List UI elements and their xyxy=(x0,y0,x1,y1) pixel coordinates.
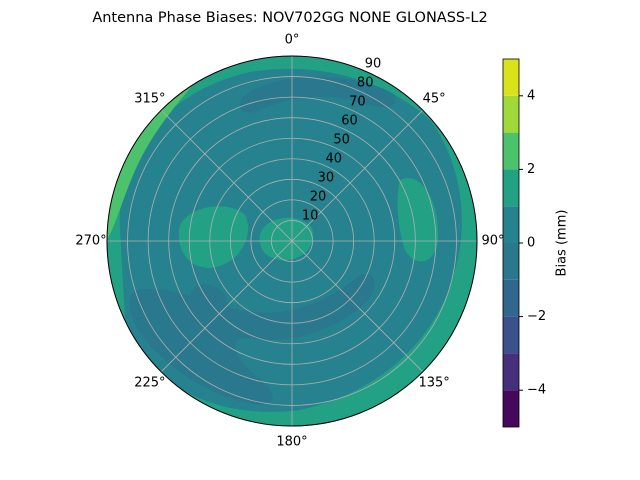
angular-tick-label: 270° xyxy=(75,234,106,249)
polar-frame xyxy=(106,55,478,427)
colorbar-band xyxy=(503,95,519,133)
angular-grid xyxy=(291,240,424,373)
colorbar-band xyxy=(503,132,519,170)
colorbar-band xyxy=(503,316,519,354)
colorbar-tick-label: 2 xyxy=(527,162,535,177)
radial-tick-label: 50 xyxy=(333,133,350,148)
angular-grid xyxy=(160,240,293,373)
radial-tick-label: 60 xyxy=(341,114,358,129)
contour-region xyxy=(129,274,375,405)
angular-grid xyxy=(291,109,424,242)
radial-tick-label: 20 xyxy=(310,190,327,205)
chart-title: Antenna Phase Biases: NOV702GG NONE GLON… xyxy=(92,10,487,26)
colorbar-band xyxy=(503,243,519,280)
colorbar-label: Bias (mm) xyxy=(555,210,570,277)
colorbar-band xyxy=(503,353,519,391)
angular-tick-label: 135° xyxy=(418,376,449,391)
radial-tick-label: 80 xyxy=(357,76,374,91)
angular-tick-label: 225° xyxy=(134,376,165,391)
radial-tick-label: 40 xyxy=(325,152,342,167)
radial-tick-label: 10 xyxy=(302,209,319,224)
colorbar-tick-label: −2 xyxy=(527,309,546,324)
radial-tick-label: 90 xyxy=(365,57,382,72)
contour-region xyxy=(178,206,249,268)
colorbar-band xyxy=(503,206,519,243)
colorbar-band xyxy=(503,279,519,317)
colorbar-band xyxy=(503,59,519,96)
angular-tick-label: 45° xyxy=(423,91,446,106)
colorbar-tick-label: 4 xyxy=(527,88,535,103)
radial-tick-label: 30 xyxy=(318,171,335,186)
colorbar-tick-label: −4 xyxy=(527,383,546,398)
angular-tick-label: 180° xyxy=(276,435,307,450)
colorbar-band xyxy=(503,390,519,427)
radial-tick-label: 70 xyxy=(349,95,366,110)
angular-tick-label: 90° xyxy=(481,234,504,249)
contour-region xyxy=(239,76,396,113)
contour-region xyxy=(190,284,230,312)
angular-grid xyxy=(160,109,293,242)
angular-tick-label: 315° xyxy=(134,91,165,106)
colorbar-tick-label: 0 xyxy=(527,236,535,251)
colorbar-band xyxy=(503,169,519,207)
angular-tick-label: 0° xyxy=(285,33,300,48)
